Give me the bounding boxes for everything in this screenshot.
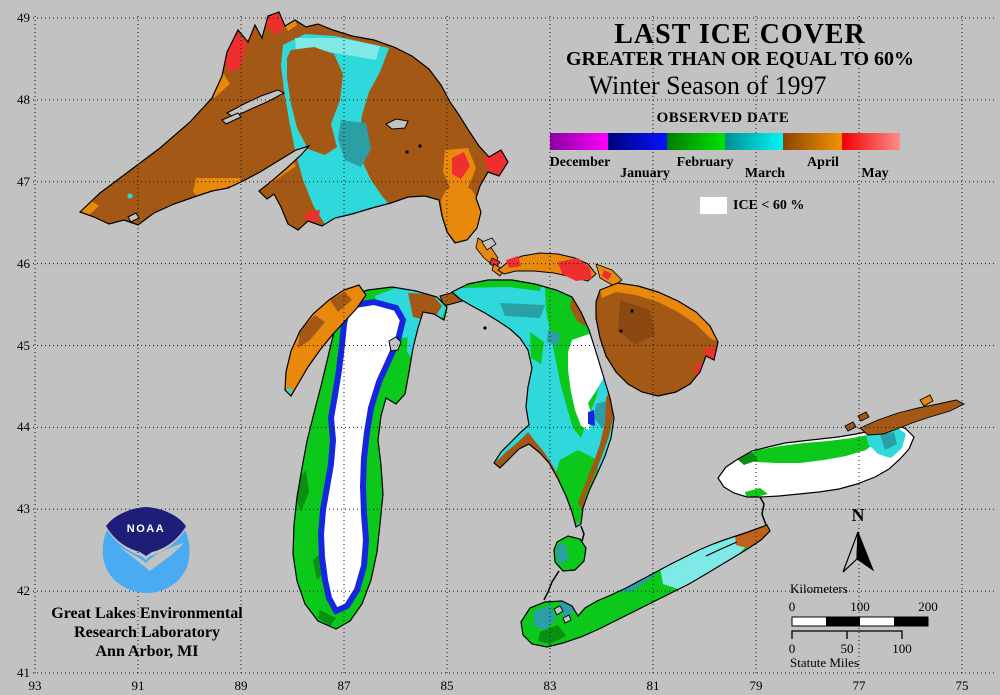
ice-legend-swatch — [700, 197, 727, 214]
beaver-island — [388, 336, 402, 352]
lon-label-85: 85 — [440, 678, 454, 693]
lake-superior — [79, 11, 509, 244]
lake-huron — [451, 279, 615, 528]
legend-segment-may — [841, 133, 900, 150]
superior-islands — [127, 89, 409, 223]
lon-label-83: 83 — [543, 678, 557, 693]
kilometers-label: Kilometers — [790, 581, 848, 596]
lon-label-91: 91 — [131, 678, 145, 693]
credit-line1: Great Lakes Environmental — [51, 605, 243, 622]
detroit-river — [543, 570, 560, 601]
lat-label-48: 48 — [17, 91, 30, 107]
lat-label-46: 46 — [17, 255, 30, 271]
lat-label-44: 44 — [17, 419, 30, 435]
mi-tick-50: 50 — [840, 641, 854, 656]
lon-label-93: 93 — [28, 678, 42, 693]
lakes-layer — [79, 11, 966, 648]
niagara-river — [759, 496, 767, 526]
lon-label-79: 79 — [749, 678, 763, 693]
north-label: N — [851, 505, 865, 525]
legend-segment-march — [724, 133, 784, 150]
statute-miles-label: Statute Miles — [790, 655, 859, 670]
legend-month-january: January — [620, 166, 670, 181]
graticule-grid — [33, 16, 996, 675]
lake-ontario — [717, 394, 966, 498]
map-title: LAST ICE COVER — [614, 19, 866, 50]
lon-label-75: 75 — [955, 678, 969, 693]
km-tick-200: 200 — [918, 599, 938, 614]
st-lawrence-archipelago — [844, 394, 966, 436]
georgian-bay — [595, 282, 719, 397]
legend-segment-april — [783, 133, 842, 150]
north-arrow — [842, 531, 875, 573]
legend-month-february: February — [676, 155, 734, 170]
map-subtitle: GREATER THAN OR EQUAL TO 60% — [565, 48, 915, 70]
lat-label-42: 42 — [17, 583, 30, 599]
km-tick-100: 100 — [850, 599, 870, 614]
mi-tick-100: 100 — [892, 641, 912, 656]
ice-legend-label: ICE < 60 % — [733, 198, 805, 213]
legend-heading: OBSERVED DATE — [656, 110, 790, 126]
long-point — [705, 541, 738, 557]
green-bay — [284, 284, 367, 397]
credit-line3: Ann Arbor, MI — [95, 643, 199, 660]
st-marys-river — [475, 237, 505, 277]
noaa-logo — [102, 507, 190, 593]
lon-label-87: 87 — [337, 678, 351, 693]
legend-month-march: March — [744, 166, 786, 181]
lon-label-77: 77 — [852, 678, 866, 693]
legend-month-may: May — [861, 166, 889, 181]
st-clair-river — [580, 525, 585, 542]
lat-label-41: 41 — [17, 665, 30, 680]
lat-label-47: 47 — [17, 173, 30, 189]
map-season: Winter Season of 1997 — [588, 71, 827, 100]
credit-block: Great Lakes Environmental Research Labor… — [32, 604, 262, 661]
lat-label-49: 49 — [17, 10, 30, 25]
kilometers-scalebar — [791, 616, 929, 627]
legend-month-december: December — [549, 155, 611, 170]
erie-islands — [553, 605, 572, 624]
lake-st-clair — [543, 525, 587, 601]
miles-scalebar — [791, 630, 903, 639]
lon-label-81: 81 — [646, 678, 660, 693]
legend-segment-february — [666, 133, 725, 150]
lake-michigan — [292, 286, 448, 630]
noaa-logo-text: NOAA — [126, 523, 166, 535]
legend-colorbar — [550, 133, 900, 150]
legend-segment-december — [550, 133, 609, 150]
mi-tick-0: 0 — [788, 641, 796, 656]
credit-line2: Research Laboratory — [74, 624, 220, 641]
lat-label-45: 45 — [17, 337, 30, 353]
lat-label-43: 43 — [17, 501, 30, 517]
km-tick-0: 0 — [788, 599, 796, 614]
legend-segment-january — [608, 133, 667, 150]
legend-month-april: April — [807, 155, 839, 170]
lon-label-89: 89 — [234, 678, 248, 693]
